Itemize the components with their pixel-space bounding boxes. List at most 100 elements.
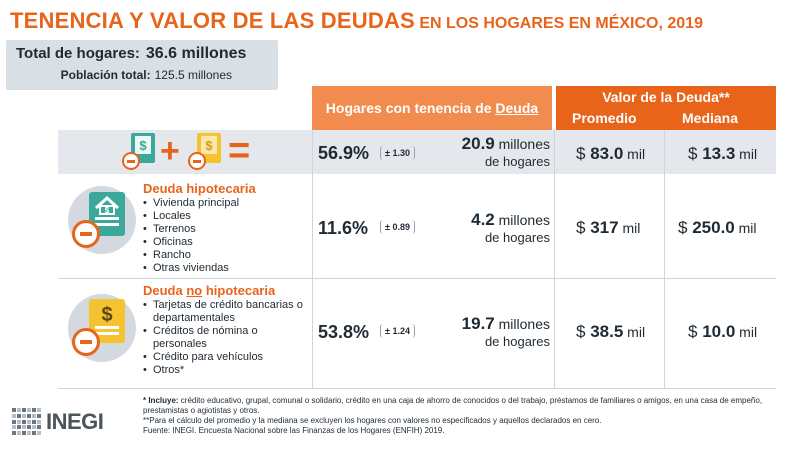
- header-tenencia: Hogares con tenencia de Deuda: [312, 86, 552, 130]
- hipotecaria-title: Deuda hipotecaria: [143, 181, 256, 196]
- no-hipotecaria-hogares-num: 19.7: [461, 314, 495, 333]
- mil-unit: mil: [734, 220, 757, 236]
- summary-pct: 56.9%: [318, 143, 370, 163]
- column-divider: [664, 130, 665, 388]
- header-valor: Valor de la Deuda** Promedio Mediana: [556, 86, 776, 130]
- list-item: Rancho: [143, 249, 303, 262]
- hipotecaria-hogares-unit: millones: [494, 212, 550, 228]
- poblacion-total-value: 125.5 millones: [154, 68, 232, 82]
- summary-hogares-num: 20.9: [461, 134, 495, 153]
- summary-hogares-unit: millones: [494, 136, 550, 152]
- footnote-incluye-label: * Incluye:: [143, 396, 179, 405]
- footnotes: * Incluye: crédito educativo, grupal, co…: [143, 396, 793, 436]
- minus-badge-icon: [188, 152, 206, 170]
- total-hogares-label: Total de hogares:: [16, 45, 140, 62]
- hipotecaria-list: Vivienda principal Locales Terrenos Ofic…: [143, 197, 303, 275]
- svg-text:$: $: [105, 206, 110, 215]
- mil-unit: mil: [618, 220, 641, 236]
- list-item: Vivienda principal: [143, 197, 303, 210]
- totals-box: Total de hogares: 36.6 millones Población…: [6, 40, 278, 90]
- footnote-incluye-text: crédito educativo, grupal, comunal o sol…: [143, 396, 763, 415]
- total-hogares-value: 36.6 millones: [145, 45, 247, 62]
- footnote-calculo: **Para el cálculo del promedio y la medi…: [143, 416, 602, 425]
- header-tenencia-deuda: Deuda: [495, 100, 539, 116]
- minus-badge-icon: [72, 220, 100, 248]
- no-hipotecaria-hogares: 19.7 millones de hogares: [462, 314, 550, 349]
- header-valor-title: Valor de la Deuda**: [602, 89, 730, 105]
- column-divider: [312, 130, 313, 388]
- list-item: Locales: [143, 210, 303, 223]
- inegi-logo-grid-icon: [12, 408, 42, 436]
- list-item: Otras viviendas: [143, 262, 303, 275]
- list-item: Terrenos: [143, 223, 303, 236]
- mil-unit: mil: [735, 146, 758, 162]
- summary-mediana-value: 13.3: [702, 144, 736, 163]
- page-title-sub: EN LOS HOGARES EN MÉXICO, 2019: [414, 15, 703, 32]
- total-hogares: Total de hogares: 36.6 millones: [16, 45, 246, 63]
- hipotecaria-mediana-value: 250.0: [692, 218, 735, 237]
- no-hipotecaria-promedio: $ 38.5 mil: [576, 322, 645, 342]
- currency-sign: $: [688, 144, 698, 163]
- hipotecaria-promedio: $ 317 mil: [576, 218, 640, 238]
- header-mediana: Mediana: [682, 110, 739, 126]
- plus-icon: +: [160, 132, 180, 170]
- no-hipotecaria-title: Deuda no hipotecaria: [143, 283, 275, 298]
- header-promedio: Promedio: [572, 110, 637, 126]
- summary-row-band: [58, 130, 776, 174]
- list-item: Créditos de nómina o personales: [143, 325, 313, 351]
- summary-icons: $ + $ =: [120, 132, 280, 174]
- no-hipotecaria-title-prefix: Deuda: [143, 283, 187, 298]
- mil-unit: mil: [623, 146, 646, 162]
- header-tenencia-prefix: Hogares con tenencia de: [325, 100, 496, 116]
- poblacion-total-label: Población total:: [60, 68, 151, 82]
- no-hipotecaria-mediana-value: 10.0: [702, 322, 736, 341]
- no-hipotecaria-title-suffix: hipotecaria: [202, 283, 276, 298]
- list-item: Crédito para vehículos: [143, 351, 313, 364]
- currency-sign: $: [576, 218, 586, 237]
- currency-sign: $: [576, 322, 586, 341]
- hipotecaria-error: ± 0.89: [380, 220, 415, 234]
- summary-error: ± 1.30: [380, 146, 415, 160]
- no-hipotecaria-error: ± 1.24: [380, 324, 415, 338]
- hipotecaria-mediana: $ 250.0 mil: [678, 218, 757, 238]
- hipotecaria-pct: 11.6%: [318, 218, 369, 238]
- footnote-incluye: * Incluye: crédito educativo, grupal, co…: [143, 396, 793, 416]
- summary-hogares: 20.9 millones de hogares: [462, 134, 550, 169]
- summary-hogares-line2: de hogares: [484, 154, 550, 169]
- page-title: TENENCIA Y VALOR DE LAS DEUDAS EN LOS HO…: [10, 8, 703, 34]
- no-hipotecaria-hogares-line2: de hogares: [484, 334, 550, 349]
- svg-text:$: $: [205, 138, 213, 153]
- svg-text:$: $: [101, 304, 112, 326]
- row-divider: [58, 278, 776, 279]
- hipotecaria-promedio-value: 317: [590, 218, 619, 237]
- footnote-fuente: Fuente: INEGI. Encuesta Nacional sobre l…: [143, 426, 445, 435]
- hipotecaria-hogares-line2: de hogares: [484, 230, 550, 245]
- hipotecaria-hogares-num: 4.2: [471, 210, 495, 229]
- column-divider: [554, 130, 555, 388]
- summary-promedio-value: 83.0: [590, 144, 624, 163]
- equals-icon: =: [228, 130, 251, 172]
- mil-unit: mil: [735, 324, 758, 340]
- page-title-main: TENENCIA Y VALOR DE LAS DEUDAS: [10, 8, 415, 33]
- currency-sign: $: [678, 218, 688, 237]
- no-hipotecaria-hogares-unit: millones: [494, 316, 550, 332]
- mil-unit: mil: [623, 324, 646, 340]
- row-divider: [58, 388, 776, 389]
- list-item: Oficinas: [143, 236, 303, 249]
- summary-mediana: $ 13.3 mil: [688, 144, 757, 164]
- inegi-logo-word: INEGI: [46, 409, 104, 434]
- currency-sign: $: [576, 144, 586, 163]
- poblacion-total: Población total: 125.5 millones: [61, 68, 232, 82]
- no-hipotecaria-title-no: no: [186, 283, 203, 298]
- house-document-icon: $: [89, 192, 125, 236]
- no-hipotecaria-mediana: $ 10.0 mil: [688, 322, 757, 342]
- minus-badge-icon: [122, 152, 140, 170]
- hipotecaria-hogares: 4.2 millones de hogares: [471, 210, 550, 245]
- svg-text:$: $: [139, 138, 147, 153]
- no-hipotecaria-pct: 53.8%: [318, 322, 370, 342]
- money-document-icon: $: [89, 299, 125, 343]
- currency-sign: $: [688, 322, 698, 341]
- inegi-logo: INEGI: [12, 408, 104, 436]
- list-item: Tarjetas de crédito bancarias o departam…: [143, 299, 313, 325]
- list-item: Otros*: [143, 364, 313, 377]
